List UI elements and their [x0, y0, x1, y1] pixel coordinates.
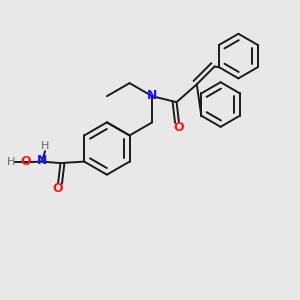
Text: O: O: [20, 155, 31, 168]
Text: N: N: [37, 154, 47, 167]
Text: O: O: [174, 121, 184, 134]
Text: O: O: [53, 182, 63, 195]
Text: H: H: [7, 157, 16, 167]
Text: H: H: [41, 141, 49, 152]
Text: N: N: [147, 89, 158, 102]
